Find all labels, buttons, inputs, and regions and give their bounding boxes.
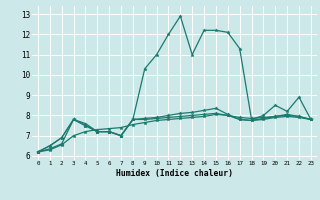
X-axis label: Humidex (Indice chaleur): Humidex (Indice chaleur) — [116, 169, 233, 178]
